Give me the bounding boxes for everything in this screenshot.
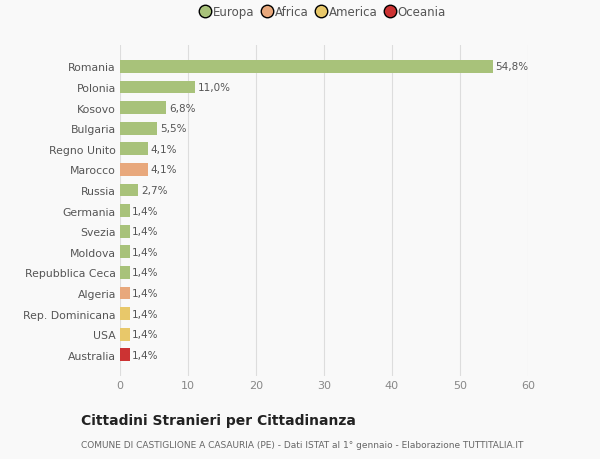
Text: 1,4%: 1,4% <box>132 268 159 278</box>
Bar <box>120 308 130 320</box>
Text: 11,0%: 11,0% <box>197 83 230 93</box>
Text: 1,4%: 1,4% <box>132 288 159 298</box>
Text: 5,5%: 5,5% <box>160 124 187 134</box>
Bar <box>120 61 493 73</box>
Text: Cittadini Stranieri per Cittadinanza: Cittadini Stranieri per Cittadinanza <box>81 414 356 428</box>
Text: 6,8%: 6,8% <box>169 103 196 113</box>
Bar <box>120 266 130 279</box>
Text: 1,4%: 1,4% <box>132 206 159 216</box>
Bar <box>120 164 148 176</box>
Text: COMUNE DI CASTIGLIONE A CASAURIA (PE) - Dati ISTAT al 1° gennaio - Elaborazione : COMUNE DI CASTIGLIONE A CASAURIA (PE) - … <box>81 441 523 449</box>
Text: 4,1%: 4,1% <box>151 145 177 155</box>
Text: 1,4%: 1,4% <box>132 227 159 237</box>
Text: 1,4%: 1,4% <box>132 330 159 339</box>
Text: 1,4%: 1,4% <box>132 350 159 360</box>
Bar <box>120 123 157 135</box>
Bar <box>120 143 148 156</box>
Bar <box>120 246 130 258</box>
Text: 4,1%: 4,1% <box>151 165 177 175</box>
Bar <box>120 225 130 238</box>
Text: 2,7%: 2,7% <box>141 185 167 196</box>
Text: 1,4%: 1,4% <box>132 247 159 257</box>
Bar <box>120 205 130 218</box>
Legend: Europa, Africa, America, Oceania: Europa, Africa, America, Oceania <box>202 6 446 18</box>
Bar <box>120 349 130 361</box>
Bar <box>120 287 130 300</box>
Text: 54,8%: 54,8% <box>496 62 529 72</box>
Bar <box>120 81 195 94</box>
Text: 1,4%: 1,4% <box>132 309 159 319</box>
Bar <box>120 102 166 115</box>
Bar <box>120 184 139 197</box>
Bar <box>120 328 130 341</box>
